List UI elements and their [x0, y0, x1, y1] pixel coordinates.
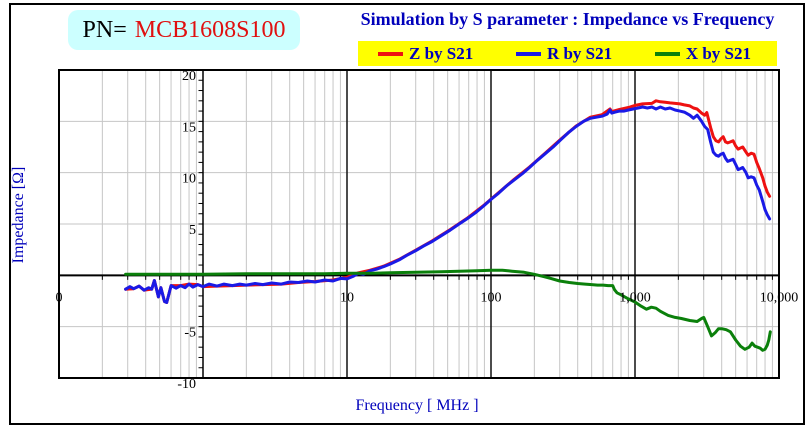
- legend-label-x: X by S21: [685, 44, 751, 63]
- y-tick-label: -5: [184, 326, 196, 341]
- y-tick-label: 15: [182, 120, 196, 135]
- x-series-swatch: [654, 51, 680, 56]
- r-series-swatch: [515, 51, 541, 56]
- series-R-by-S21: [124, 105, 772, 304]
- legend-item-x: X by S21: [654, 44, 751, 63]
- pn-value: MCB1608S100: [134, 16, 286, 43]
- plot-frame: [58, 69, 780, 379]
- legend-label-r: R by S21: [546, 44, 613, 63]
- x-axis-title: Frequency [ MHz ]: [355, 397, 479, 414]
- z-series-swatch: [378, 51, 403, 56]
- y-tick-label: 20: [182, 69, 196, 84]
- tick-labels: 0 10 100 1,000 10,000 20 15 10 5 -5 -10: [56, 69, 799, 392]
- x-tick-label: 1,000: [619, 290, 651, 305]
- y-tick-label: 10: [182, 172, 196, 187]
- y-tick-label: 5: [189, 223, 196, 238]
- series-lines: [124, 99, 772, 352]
- part-number-box: PN= MCB1608S100: [68, 10, 300, 50]
- chart-title: Simulation by S parameter : Impedance vs…: [360, 9, 775, 29]
- gridlines: [59, 70, 779, 378]
- pn-label: PN=: [82, 16, 127, 43]
- figure-border: [9, 3, 805, 425]
- legend-item-r: R by S21: [515, 44, 613, 63]
- legend: Z by S21 R by S21 X by S21: [358, 41, 777, 66]
- legend-label-z: Z by S21: [409, 44, 474, 63]
- series-X-by-S21: [124, 268, 772, 352]
- x-tick-label: 10: [340, 290, 354, 305]
- x-tick-label: 10,000: [760, 290, 799, 305]
- x-tick-label: 0: [56, 290, 63, 305]
- y-tick-label: -10: [177, 377, 196, 392]
- x-tick-label: 100: [481, 290, 502, 305]
- legend-item-z: Z by S21: [378, 45, 473, 62]
